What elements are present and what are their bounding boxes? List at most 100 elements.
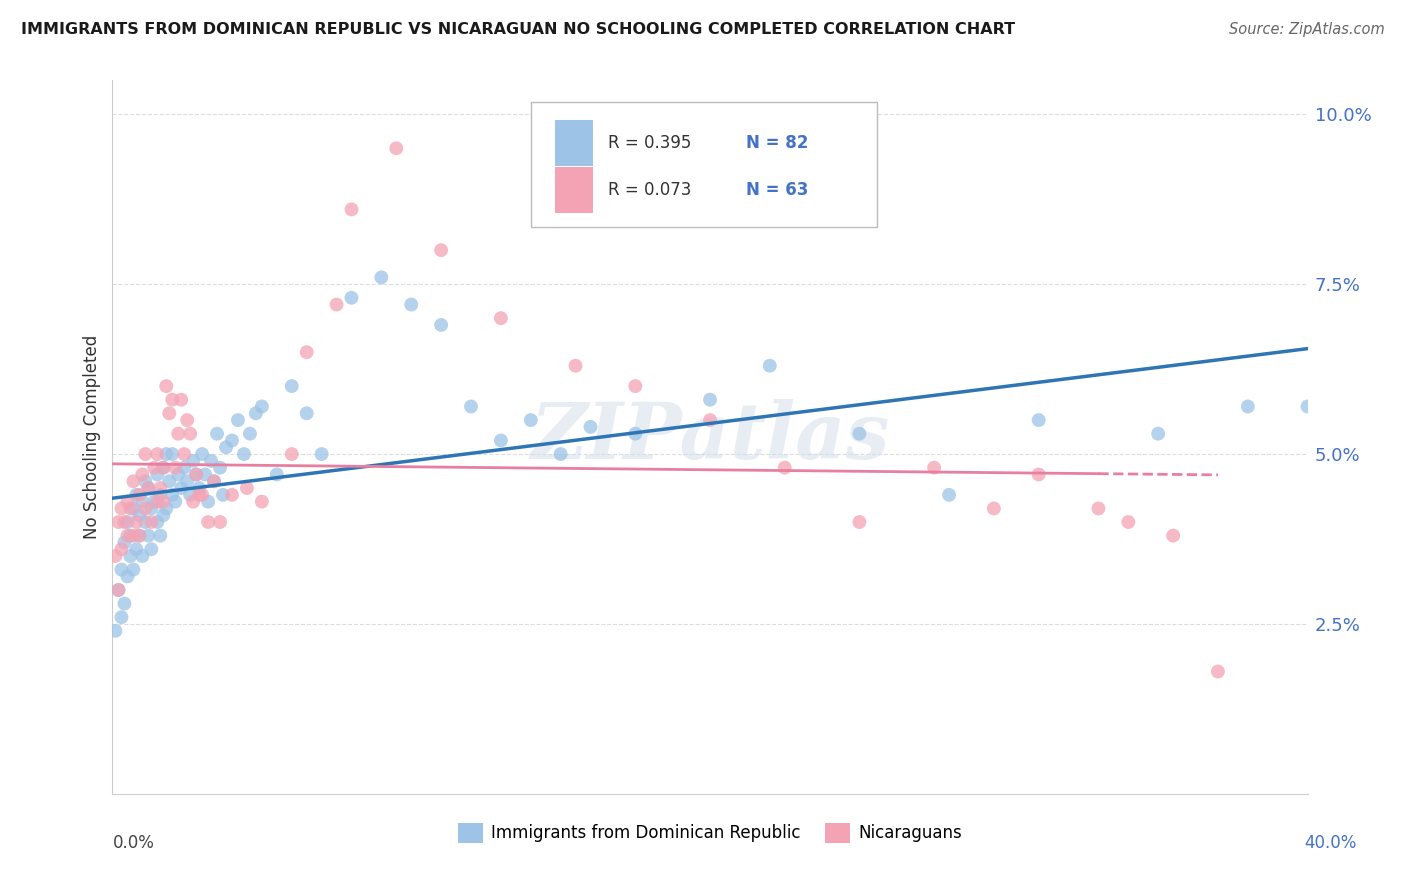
- Point: [152, 460, 174, 475]
- Point: [117, 569, 139, 583]
- Point: [325, 297, 347, 311]
- Point: [194, 467, 217, 482]
- Point: [134, 475, 156, 489]
- Point: [167, 467, 190, 482]
- Text: R = 0.395: R = 0.395: [609, 134, 692, 152]
- Point: [128, 508, 150, 523]
- Point: [311, 447, 333, 461]
- Point: [120, 549, 142, 563]
- Point: [281, 447, 304, 461]
- Point: [340, 202, 363, 217]
- Text: 40.0%: 40.0%: [1305, 834, 1357, 852]
- Point: [107, 582, 129, 597]
- Point: [110, 563, 132, 577]
- Point: [226, 413, 249, 427]
- Point: [1028, 467, 1050, 482]
- Point: [128, 528, 150, 542]
- Point: [215, 440, 238, 454]
- Point: [221, 434, 243, 448]
- Point: [281, 379, 304, 393]
- Point: [155, 501, 177, 516]
- Point: [202, 475, 225, 489]
- Point: [188, 488, 211, 502]
- Point: [104, 624, 127, 638]
- Point: [146, 447, 169, 461]
- Point: [1296, 400, 1319, 414]
- Point: [131, 549, 153, 563]
- Text: ZIPatlas: ZIPatlas: [530, 399, 890, 475]
- Point: [114, 597, 135, 611]
- Point: [340, 291, 363, 305]
- Point: [430, 243, 453, 257]
- Point: [157, 406, 180, 420]
- Point: [170, 392, 193, 407]
- Point: [848, 515, 870, 529]
- Point: [460, 400, 482, 414]
- Point: [773, 460, 796, 475]
- Point: [197, 494, 219, 508]
- Point: [117, 494, 139, 508]
- Point: [699, 392, 721, 407]
- Point: [125, 515, 148, 529]
- Text: N = 63: N = 63: [747, 181, 808, 199]
- Point: [157, 475, 180, 489]
- Point: [134, 501, 156, 516]
- Point: [138, 481, 160, 495]
- Point: [1161, 528, 1184, 542]
- Point: [152, 508, 174, 523]
- Point: [370, 270, 392, 285]
- Point: [848, 426, 870, 441]
- Point: [1087, 501, 1109, 516]
- Point: [141, 542, 163, 557]
- Point: [759, 359, 782, 373]
- Point: [110, 610, 132, 624]
- Point: [239, 426, 262, 441]
- Point: [209, 515, 232, 529]
- Point: [176, 475, 198, 489]
- Point: [122, 501, 145, 516]
- Point: [134, 515, 156, 529]
- Point: [212, 488, 235, 502]
- Point: [117, 515, 139, 529]
- Point: [138, 528, 160, 542]
- Point: [922, 460, 945, 475]
- Point: [1028, 413, 1050, 427]
- Point: [186, 467, 208, 482]
- Point: [401, 297, 423, 311]
- Point: [173, 460, 195, 475]
- FancyBboxPatch shape: [531, 102, 877, 227]
- Point: [520, 413, 543, 427]
- Text: Source: ZipAtlas.com: Source: ZipAtlas.com: [1229, 22, 1385, 37]
- Point: [107, 582, 129, 597]
- Point: [266, 467, 288, 482]
- Point: [149, 488, 172, 502]
- Point: [134, 447, 156, 461]
- Point: [141, 515, 163, 529]
- Point: [114, 515, 135, 529]
- Point: [138, 481, 160, 495]
- Text: R = 0.073: R = 0.073: [609, 181, 692, 199]
- Point: [122, 475, 145, 489]
- Point: [197, 515, 219, 529]
- Point: [143, 460, 166, 475]
- Point: [295, 406, 318, 420]
- Point: [170, 481, 193, 495]
- Point: [146, 467, 169, 482]
- Point: [191, 447, 214, 461]
- Text: IMMIGRANTS FROM DOMINICAN REPUBLIC VS NICARAGUAN NO SCHOOLING COMPLETED CORRELAT: IMMIGRANTS FROM DOMINICAN REPUBLIC VS NI…: [21, 22, 1015, 37]
- Point: [143, 494, 166, 508]
- Point: [146, 515, 169, 529]
- Point: [146, 494, 169, 508]
- Point: [564, 359, 586, 373]
- Point: [250, 400, 273, 414]
- Point: [699, 413, 721, 427]
- Point: [141, 501, 163, 516]
- Point: [131, 494, 153, 508]
- Point: [250, 494, 273, 508]
- Point: [131, 467, 153, 482]
- Point: [245, 406, 267, 420]
- Point: [550, 447, 572, 461]
- Point: [489, 434, 512, 448]
- Point: [209, 460, 232, 475]
- Point: [191, 488, 214, 502]
